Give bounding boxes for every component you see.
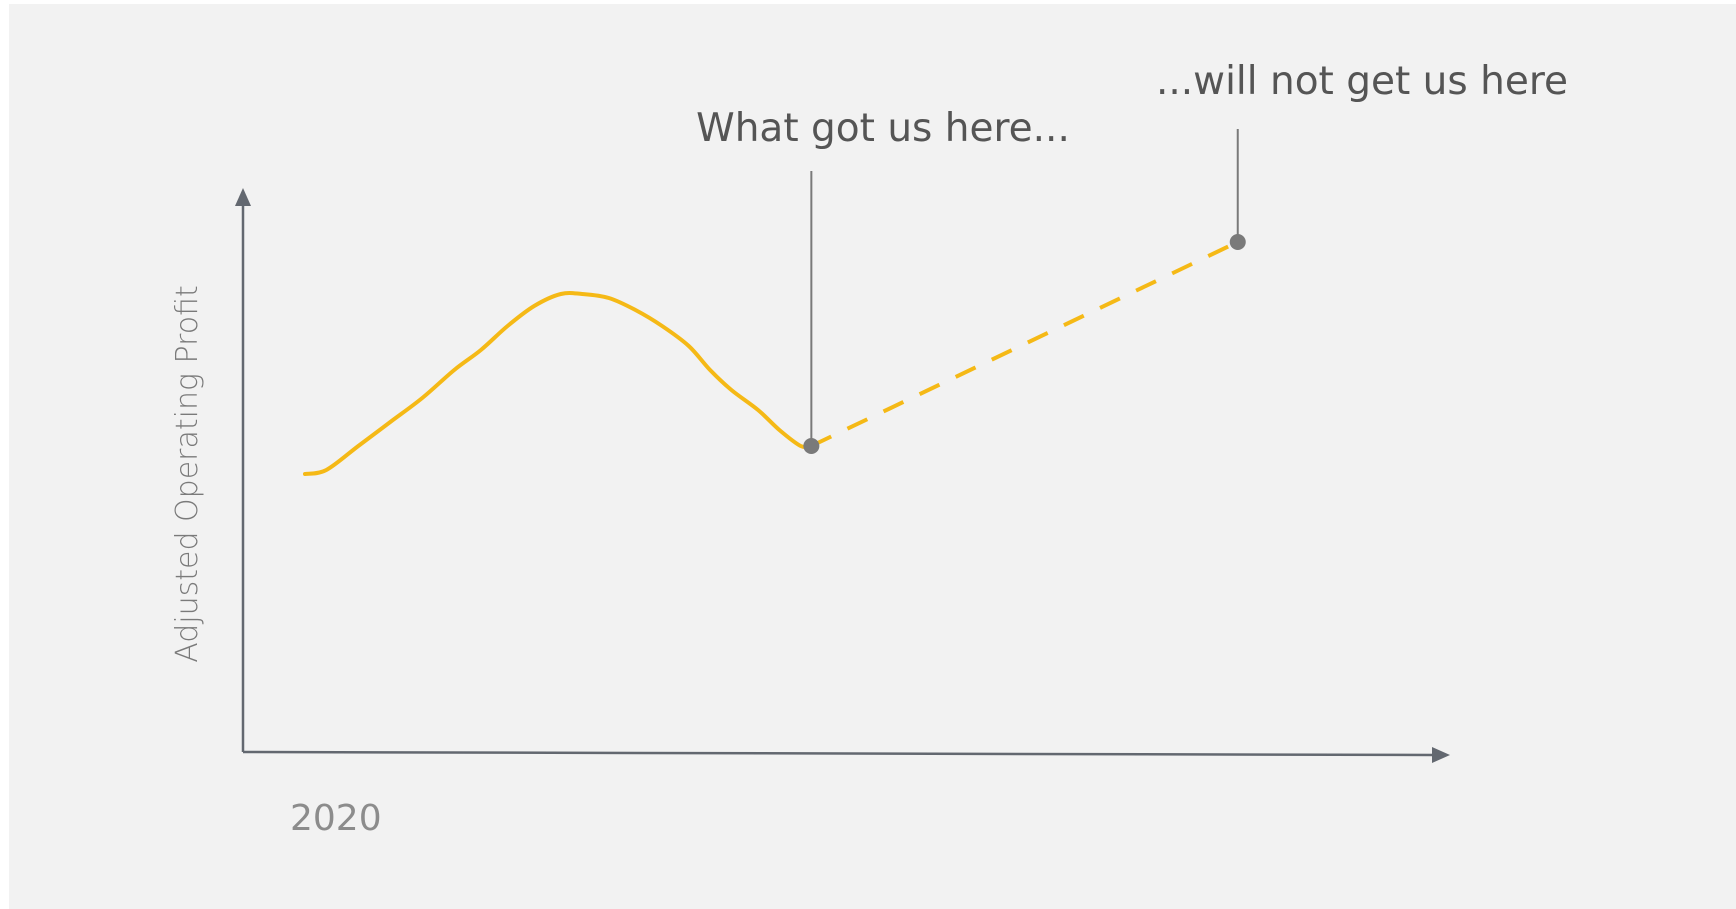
- annotation-will-not-get-us-here: ...will not get us here: [1156, 59, 1568, 104]
- projected-series-line: [810, 240, 1239, 448]
- x-axis: [242, 747, 1450, 763]
- x-tick-label: 2020: [290, 798, 382, 839]
- chart-marks: [303, 129, 1246, 476]
- y-axis-label: Adjusted Operating Profit: [170, 285, 205, 663]
- x-axis-arrowhead: [1432, 747, 1450, 763]
- annotation-marker-1: [803, 438, 820, 454]
- x-axis-line: [242, 750, 1436, 757]
- historical-series-line: [303, 290, 814, 476]
- line-chart: Adjusted Operating Profit 2020 What got …: [170, 59, 1568, 839]
- annotation-what-got-us-here: What got us here...: [696, 106, 1070, 151]
- y-axis-arrowhead: [235, 188, 251, 206]
- y-axis: [235, 188, 251, 752]
- annotation-marker-2: [1229, 234, 1246, 250]
- chart-slide: Adjusted Operating Profit 2020 What got …: [9, 4, 1736, 909]
